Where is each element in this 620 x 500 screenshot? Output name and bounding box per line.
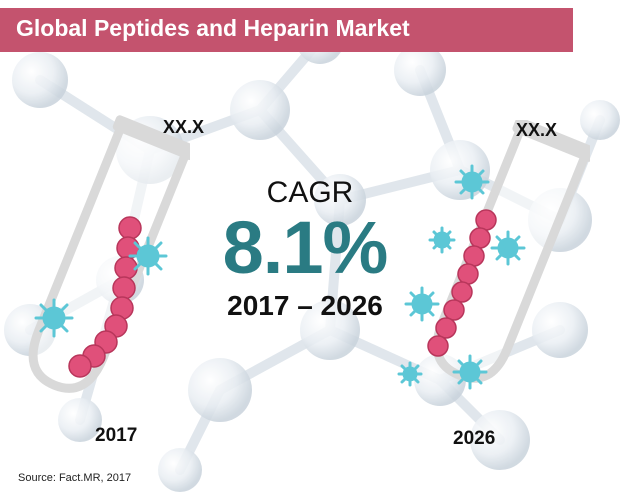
test-tube-2026 bbox=[397, 120, 590, 390]
test-tube-2017 bbox=[28, 115, 190, 393]
peptide-chain-icon bbox=[427, 209, 497, 357]
value-label-2017: XX.X bbox=[163, 117, 205, 137]
title-bar: Global Peptides and Heparin Market bbox=[0, 8, 573, 52]
year-label-2026: 2026 bbox=[453, 428, 496, 449]
year-label-2017: 2017 bbox=[95, 425, 138, 446]
cagr-period: 2017 – 2026 bbox=[227, 290, 383, 321]
virus-icon bbox=[490, 230, 526, 266]
virus-icon bbox=[428, 226, 456, 254]
virus-icon bbox=[452, 354, 488, 390]
page-title: Global Peptides and Heparin Market bbox=[16, 15, 410, 41]
source-note: Source: Fact.MR, 2017 bbox=[18, 472, 132, 484]
virus-icon bbox=[454, 164, 490, 200]
virus-icon bbox=[128, 236, 168, 276]
virus-icon bbox=[404, 286, 440, 322]
virus-icon bbox=[397, 361, 423, 387]
virus-icon bbox=[34, 298, 74, 338]
peptide-chain-icon bbox=[68, 216, 142, 378]
value-label-2026: XX.X bbox=[516, 120, 558, 140]
cagr-value: 8.1% bbox=[222, 206, 389, 289]
cagr-label: CAGR bbox=[266, 176, 354, 209]
